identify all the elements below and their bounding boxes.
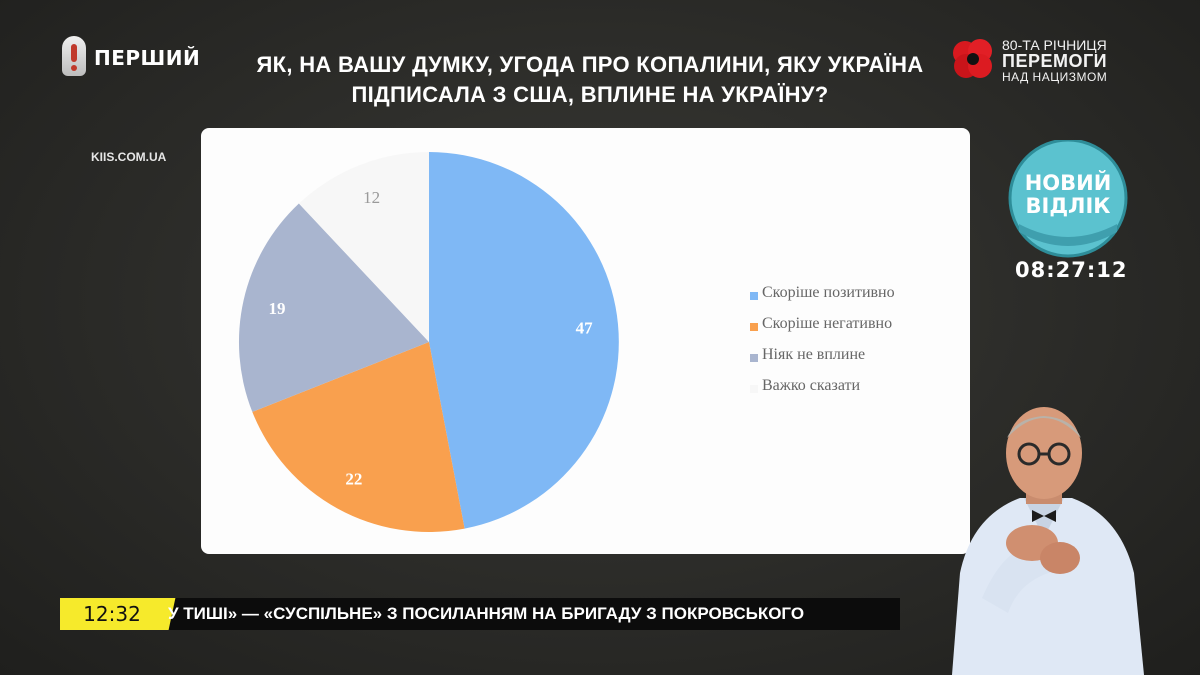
pie-data-label-3: 19	[269, 299, 286, 318]
poppy-icon	[953, 39, 992, 78]
pie-slice-4	[298, 152, 429, 342]
news-ticker: 12:32 У ТИШІ» — «СУСПІЛЬНЕ» З ПОСИЛАННЯМ…	[60, 598, 900, 630]
channel-logo-icon	[62, 36, 86, 76]
show-logo: НОВИЙ ВІДЛІК	[1008, 140, 1128, 258]
pie-data-label-1: 47	[576, 318, 594, 337]
legend-swatch-2	[750, 323, 758, 331]
victory-line-2: ПЕРЕМОГИ	[1002, 51, 1108, 71]
pie-slice-1	[429, 152, 619, 529]
show-logo-line-2: ВІДЛІК	[1026, 194, 1111, 218]
poll-question-line-2: ПІДПИСАЛА З США, ВПЛИНЕ НА УКРАЇНУ?	[351, 82, 829, 107]
ticker-text: У ТИШІ» — «СУСПІЛЬНЕ» З ПОСИЛАННЯМ НА БР…	[168, 604, 805, 623]
pie-chart: 47 22 19 12	[238, 152, 619, 532]
channel-logo: ПЕРШИЙ	[62, 34, 202, 84]
legend-swatch-1	[750, 292, 758, 300]
legend-swatch-3	[750, 354, 758, 362]
broadcast-clock: 08:27:12	[1015, 258, 1128, 282]
victory-line-3: НАД НАЦИЗМОМ	[1002, 70, 1108, 84]
pie-data-label-2: 22	[345, 470, 362, 489]
legend-label-2: Скоріше негативно	[762, 315, 893, 332]
pie-data-label-4: 12	[363, 188, 380, 207]
victory-line-1: 80-ТА РІЧНИЦЯ	[1002, 37, 1107, 53]
legend-swatch-4	[750, 385, 758, 393]
channel-name: ПЕРШИЙ	[94, 46, 201, 70]
show-logo-line-1: НОВИЙ	[1025, 170, 1112, 195]
legend-label-3: Ніяк не вплине	[762, 346, 866, 363]
pie-slice-2	[252, 342, 465, 532]
source-label: KIIS.COM.UA	[91, 150, 167, 164]
chart-card: 47 22 19 12 Скоріше позитивно Скоріше негати…	[201, 128, 970, 554]
ticker-time: 12:32	[60, 598, 164, 630]
legend-label-1: Скоріше позитивно	[762, 284, 895, 301]
poll-question: ЯК, НА ВАШУ ДУМКУ, УГОДА ПРО КОПАЛИНИ, Я…	[230, 50, 950, 110]
sign-language-interpreter	[952, 407, 1144, 675]
poll-question-line-1: ЯК, НА ВАШУ ДУМКУ, УГОДА ПРО КОПАЛИНИ, Я…	[256, 52, 924, 77]
pie-slice-3	[238, 203, 429, 412]
legend-label-4: Важко сказати	[762, 377, 861, 394]
victory-anniversary-badge: 80-ТА РІЧНИЦЯ ПЕРЕМОГИ НАД НАЦИЗМОМ	[950, 36, 1150, 86]
